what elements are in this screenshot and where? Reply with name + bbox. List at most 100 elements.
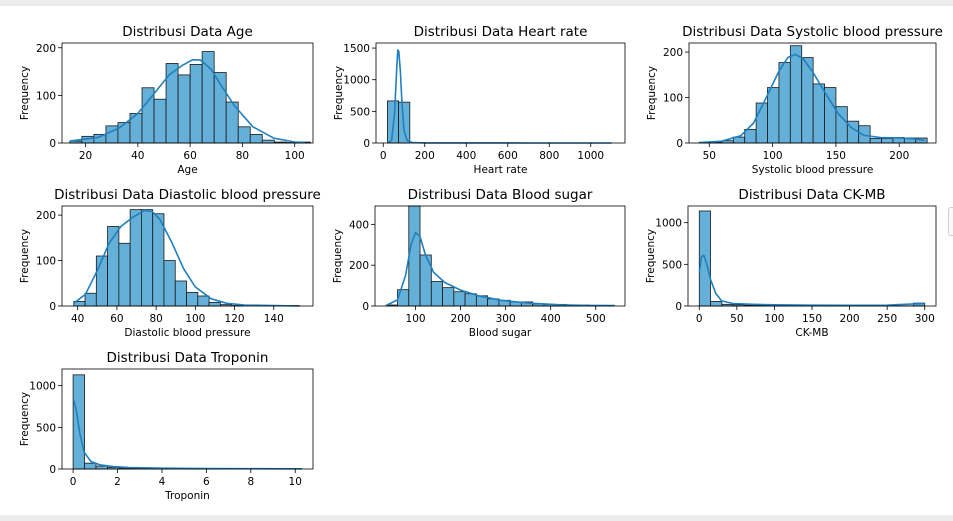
y-tick-label: 500 — [662, 259, 682, 271]
histogram-bar — [755, 102, 768, 144]
kde-curve — [699, 53, 925, 144]
histogram-bar — [408, 205, 421, 307]
x-axis-label: CK-MB — [795, 327, 828, 339]
x-tick-label: 200 — [840, 313, 860, 325]
x-tick-label: 250 — [877, 313, 897, 325]
histogram-bar — [208, 301, 221, 307]
x-tick-label: 60 — [183, 150, 196, 162]
histogram-bar — [249, 134, 263, 144]
histogram-bar — [710, 301, 723, 307]
axes-frame — [687, 205, 937, 307]
y-tick-label: 100 — [663, 93, 683, 105]
x-tick-label: 150 — [802, 313, 822, 325]
histogram-bar — [84, 292, 97, 307]
subplot-title: Distribusi Data Heart rate — [414, 24, 588, 40]
axes-frame — [374, 205, 626, 307]
x-tick-label: 100 — [764, 313, 784, 325]
x-tick-label: 300 — [915, 313, 935, 325]
x-tick-label: 80 — [149, 313, 162, 325]
y-tick-label: 1000 — [655, 218, 682, 230]
x-axis-label: Diastolic blood pressure — [124, 327, 250, 339]
subplot-title: Distribusi Data Troponin — [107, 350, 269, 366]
x-axis-label: Blood sugar — [469, 327, 532, 339]
subplot-1: 20 40 60 80 100 0 100 200 Distribusi Data Age Age… — [19, 24, 314, 176]
histogram-bar — [464, 293, 477, 307]
x-tick-label: 40 — [71, 313, 84, 325]
histogram-bar — [453, 291, 466, 307]
x-tick-label: 200 — [415, 150, 435, 162]
subplot-5: 100 200 300 400 500 0 200 400 Distribusi Data Bl… — [332, 187, 626, 339]
histogram-bar — [93, 134, 107, 144]
y-tick-label: 200 — [36, 210, 56, 222]
histogram-bar — [174, 280, 187, 307]
axes-frame — [61, 205, 314, 307]
subplot-title: Distribusi Data Systolic blood pressure — [682, 24, 943, 40]
x-tick-label: 0 — [696, 313, 703, 325]
histogram-bar — [812, 83, 825, 144]
y-tick-label: 0 — [675, 301, 682, 313]
x-tick-label: 600 — [498, 150, 518, 162]
x-tick-label: 500 — [586, 313, 606, 325]
histogram-bar — [197, 295, 210, 307]
x-tick-label: 200 — [889, 150, 909, 162]
y-tick-label: 200 — [663, 47, 683, 59]
histogram-bar — [129, 209, 142, 307]
x-tick-label: 6 — [203, 476, 210, 488]
x-tick-label: 140 — [264, 313, 284, 325]
histogram-bar — [442, 287, 455, 307]
kde-curve — [69, 58, 306, 144]
subplot-title: Distribusi Data Diastolic blood pressure — [54, 187, 321, 203]
x-axis-label: Systolic blood pressure — [752, 164, 874, 176]
x-tick-label: 100 — [285, 150, 305, 162]
histogram-bar — [201, 51, 215, 144]
bottom-edge-bar — [0, 515, 953, 521]
histogram-bar — [397, 289, 410, 307]
histogram-bar — [767, 87, 780, 144]
histogram-bar — [869, 138, 882, 144]
histogram-bar — [153, 98, 167, 144]
y-tick-label: 1000 — [343, 75, 370, 87]
y-axis-label: Frequency — [19, 229, 31, 283]
y-tick-label: 0 — [49, 301, 56, 313]
y-tick-label: 200 — [349, 260, 369, 272]
y-tick-label: 500 — [350, 106, 370, 118]
x-tick-label: 100 — [406, 313, 426, 325]
x-tick-label: 150 — [826, 150, 846, 162]
histogram-bar — [84, 462, 97, 470]
y-tick-label: 100 — [36, 90, 56, 102]
y-tick-label: 200 — [36, 43, 56, 55]
x-tick-label: 60 — [110, 313, 123, 325]
histogram-bar — [95, 465, 108, 470]
y-tick-label: 1000 — [29, 381, 56, 393]
kde-curve — [385, 231, 615, 307]
x-tick-label: 20 — [79, 150, 92, 162]
x-tick-label: 120 — [225, 313, 245, 325]
histogram-bar — [117, 122, 131, 144]
histogram-bar — [261, 139, 275, 144]
histogram-bar — [858, 125, 871, 144]
x-tick-label: 100 — [763, 150, 783, 162]
x-tick-label: 2 — [114, 476, 121, 488]
histogram-bar — [881, 138, 894, 144]
subplot-3: 50 100 150 200 0 100 200 Distribusi Data Systol… — [646, 24, 943, 176]
subplot-title: Distribusi Data Age — [122, 24, 253, 40]
y-tick-label: 0 — [49, 464, 56, 476]
x-tick-label: 100 — [185, 313, 205, 325]
histogram-bar — [141, 209, 154, 307]
scroll-handle[interactable] — [948, 207, 953, 236]
histogram-bar — [186, 291, 199, 307]
x-tick-label: 40 — [131, 150, 144, 162]
y-axis-label: Frequency — [646, 66, 658, 120]
x-tick-label: 400 — [456, 150, 476, 162]
y-axis-label: Frequency — [332, 229, 344, 283]
x-tick-label: 80 — [236, 150, 249, 162]
histogram-bar — [778, 62, 791, 144]
x-tick-label: 200 — [451, 313, 471, 325]
histogram-bar — [95, 255, 108, 307]
y-tick-label: 1500 — [343, 43, 370, 55]
y-tick-label: 500 — [36, 422, 56, 434]
x-tick-label: 0 — [70, 476, 77, 488]
subplot-title: Distribusi Data Blood sugar — [408, 187, 593, 203]
x-tick-label: 4 — [159, 476, 166, 488]
